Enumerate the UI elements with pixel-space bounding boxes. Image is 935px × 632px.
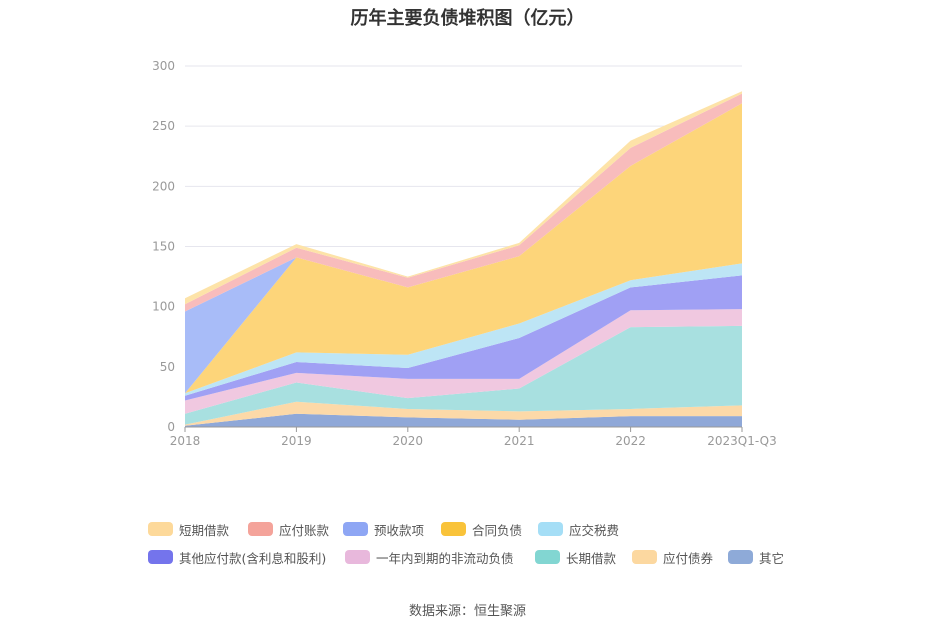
legend-swatch	[538, 522, 563, 536]
legend-item-long-term-loans[interactable]: 长期借款	[535, 547, 616, 567]
legend-swatch	[148, 522, 173, 536]
x-tick-label: 2019	[281, 434, 312, 448]
x-tick-label: 2022	[615, 434, 646, 448]
y-tick-label: 300	[152, 59, 175, 73]
legend-swatch	[535, 550, 560, 564]
y-tick-label: 250	[152, 119, 175, 133]
x-tick-label: 2023Q1-Q3	[707, 434, 776, 448]
area-series[interactable]	[185, 263, 742, 396]
legend-swatch	[248, 522, 273, 536]
legend-item-accounts-payable[interactable]: 应付账款	[248, 519, 329, 539]
x-tick-label: 2020	[393, 434, 424, 448]
legend-item-bonds-payable[interactable]: 应付债券	[632, 547, 713, 567]
area-series[interactable]	[185, 103, 742, 394]
legend-swatch	[441, 522, 466, 536]
area-series[interactable]	[185, 275, 742, 401]
legend-item-taxes-payable[interactable]: 应交税费	[538, 519, 619, 539]
legend-item-other-payables[interactable]: 其他应付款(含利息和股利)	[148, 547, 326, 567]
legend-swatch	[728, 550, 753, 564]
legend-swatch	[343, 522, 368, 536]
legend-swatch	[148, 550, 173, 564]
x-tick-label: 2021	[504, 434, 535, 448]
y-tick-label: 200	[152, 179, 175, 193]
legend-item-short-term-loans[interactable]: 短期借款	[148, 519, 229, 539]
legend-item-advance-receipts[interactable]: 预收款项	[343, 519, 424, 539]
legend-label: 合同负债	[472, 522, 523, 538]
area-series[interactable]	[185, 413, 742, 427]
legend-item-contract-liabilities[interactable]: 合同负债	[441, 519, 522, 539]
area-series[interactable]	[185, 93, 742, 312]
y-tick-label: 0	[167, 420, 175, 434]
data-source-note: 数据来源：恒生聚源	[408, 604, 526, 619]
legend-item-current-portion-noncurrent[interactable]: 一年内到期的非流动负债	[345, 547, 514, 567]
area-series[interactable]	[185, 325, 742, 425]
legend-label: 应付债券	[663, 550, 714, 566]
legend-label: 应付账款	[279, 522, 330, 538]
legend-label: 其它	[759, 550, 785, 566]
area-series[interactable]	[185, 401, 742, 426]
legend-swatch	[632, 550, 657, 564]
legend-label: 一年内到期的非流动负债	[376, 550, 514, 566]
legend-label: 短期借款	[179, 522, 230, 538]
legend-label: 应交税费	[569, 522, 620, 538]
legend-label: 预收款项	[374, 522, 425, 538]
x-tick-label: 2018	[170, 434, 201, 448]
y-tick-label: 100	[152, 300, 175, 314]
legend-swatch	[345, 550, 370, 564]
stacked-area-chart: 0 50 100 150 200 250 300 2018 2019 2020 2021 2022 20…	[152, 59, 777, 448]
area-series[interactable]	[185, 309, 742, 414]
y-tick-label: 150	[152, 240, 175, 254]
chart-title: 历年主要负债堆积图（亿元）	[350, 8, 585, 29]
legend-label: 其他应付款(含利息和股利)	[179, 550, 327, 566]
legend-item-others[interactable]: 其它	[728, 547, 784, 567]
legend-label: 长期借款	[566, 550, 617, 566]
y-tick-label: 50	[160, 360, 175, 374]
